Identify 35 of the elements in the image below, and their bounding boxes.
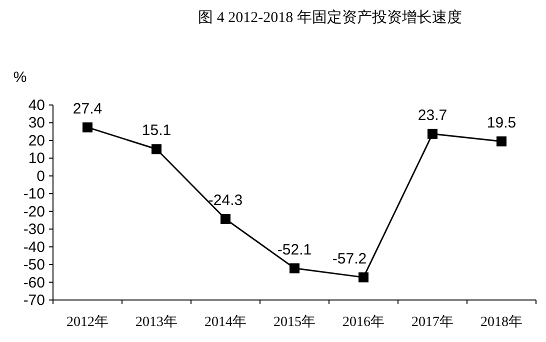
point [358,272,368,282]
y-tick-label: -10 [23,186,45,203]
y-tick-label: 0 [36,168,45,185]
x-tick-label: 2015年 [274,314,316,330]
data-label: 23.7 [418,106,448,124]
y-tick-label: -20 [23,203,45,220]
point [496,136,506,146]
y-tick-label: 10 [28,150,45,168]
data-label: 19.5 [486,114,516,132]
data-label: -52.1 [277,241,312,258]
data-label: -57.2 [332,250,367,268]
y-tick-label: -50 [23,256,45,274]
chart-title: 图 4 2012-2018 年固定资产投资增长速度 [198,9,462,26]
data-label: -24.3 [208,192,243,209]
y-tick-label: -60 [23,274,45,292]
y-tick-label: -40 [23,238,45,256]
y-axis-title: % [13,69,27,86]
point [290,263,300,274]
y-tick-label: -70 [23,292,45,309]
point [428,128,438,139]
data-label: 27.4 [72,100,102,118]
point [82,122,92,132]
x-tick-label: 2016年 [342,314,384,330]
x-tick-label: 2014年 [204,314,246,330]
x-tick-label: 2013年 [136,314,178,330]
x-tick-label: 2017年 [412,314,454,330]
point [220,214,230,224]
y-tick-label: -30 [23,221,45,238]
data-label: 15.1 [142,122,172,140]
x-tick-label: 2012年 [66,314,108,330]
y-tick-label: 20 [28,132,45,150]
y-tick-label: 40 [28,97,45,114]
x-tick-label: 2018年 [480,314,522,330]
y-tick-label: 30 [28,114,45,132]
point [152,144,162,154]
